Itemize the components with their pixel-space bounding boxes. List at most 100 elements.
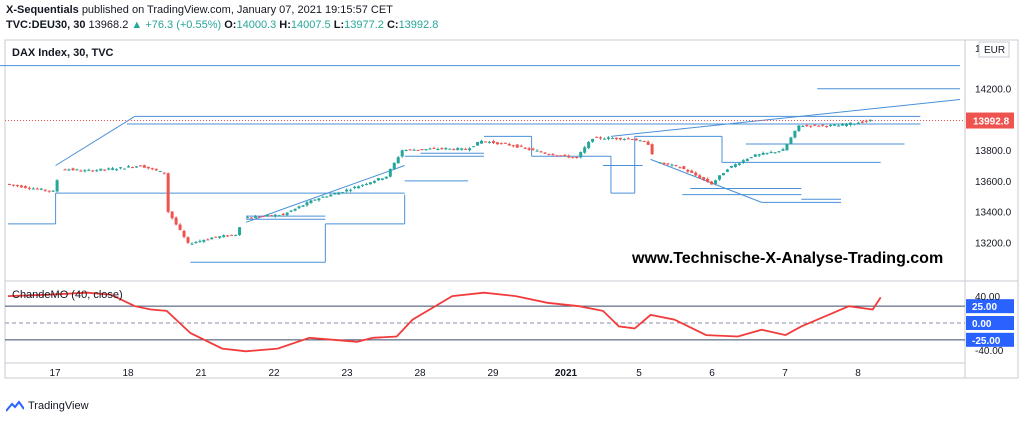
candle [848,122,852,127]
candle [753,153,757,158]
candle-body [353,186,357,188]
candle [91,169,95,172]
oscillator-level-badge [966,332,1014,347]
candle [535,149,539,152]
candle [583,145,587,154]
candle-body [202,240,206,242]
candle-body [503,142,507,144]
candle-body [543,152,547,154]
candle-body [178,224,182,230]
candle-body [67,169,71,171]
candle [555,155,559,157]
candle [150,167,154,171]
candle [428,147,432,150]
ohlc-line: TVC:DEU30, 30 13968.2 ▲ +76.3 (+0.55%) O… [6,19,438,31]
candle [222,234,226,238]
time-tick-label: 22 [268,368,280,379]
time-tick-label: 7 [782,368,788,379]
currency-badge[interactable] [978,41,1010,58]
candle-body [829,124,833,126]
candle-body [376,178,380,181]
candle [309,199,313,204]
candle-body [325,196,329,198]
candle-body [567,155,571,158]
candle-body [281,214,285,216]
candle-body [190,243,194,245]
candle [79,169,83,172]
candle [476,141,480,146]
candle-body [333,193,337,195]
candle [650,143,654,156]
candle [277,214,281,217]
candle [440,147,444,151]
candle-body [789,137,793,145]
candle-body [71,168,75,171]
published-text: published on TradingView.com, January 07… [81,4,393,16]
trend-line-24 [650,158,762,203]
candle [249,217,253,219]
candle-body [27,187,31,189]
candle-body [523,147,527,149]
candle-body [825,125,829,127]
candle-body [753,154,757,157]
candle-body [170,211,174,219]
chande-line [7,291,882,353]
candle [23,185,27,189]
candle-body [797,125,801,132]
price-axis: 14200.0 13800.0 13600.0 13400.0 13200.0 13992… [5,85,1014,249]
chart-canvas[interactable]: 25.00 0.00 -25.00 40.00 -40.00 14200.0 13800.… [0,28,1024,423]
candle-body [83,170,87,172]
candle-body [257,216,261,218]
candle [638,139,642,142]
candle [690,169,694,174]
candle [603,137,606,140]
candle [214,236,218,238]
candle [809,125,813,128]
candle [246,215,249,219]
author-name[interactable]: X-Sequentials [6,4,79,16]
candle [543,152,547,155]
candle-body [781,149,785,151]
candle [257,216,261,218]
candle-body [246,217,249,219]
candle-body [130,167,134,169]
candle [571,157,575,159]
price-tick-label: 13800.0 [975,146,1012,157]
candle-body [210,237,214,240]
candle [801,125,805,128]
candle-body [11,184,15,186]
candle-body [725,169,729,172]
candle-body [852,123,856,125]
currency-label[interactable]: EUR [984,45,1005,56]
candle-body [686,169,690,172]
candle [123,168,127,170]
candle [852,123,856,126]
candle [829,124,833,128]
oscillator: 25.00 0.00 -25.00 40.00 -40.00 [5,291,1014,357]
candle [710,180,714,185]
candle [559,155,563,157]
candle [662,161,666,166]
time-tick-label: 5 [636,368,642,379]
low-value: 13977.2 [344,19,384,31]
price-tick-label: 13400.0 [975,208,1012,219]
candle [253,214,257,218]
candle [396,156,400,164]
candle [825,125,829,128]
candle-body [214,236,218,238]
candle [27,186,31,191]
candle-body [380,178,384,180]
tradingview-brand[interactable]: TradingView [6,400,89,412]
time-tick-label: 23 [341,368,353,379]
candle [837,124,841,127]
candle-body [662,163,666,165]
candle [333,192,337,195]
candle-body [499,143,503,145]
candle [142,164,146,168]
candle [499,142,503,145]
candle-body [123,168,127,170]
high-value: 14007.5 [290,19,331,31]
candle [392,162,396,171]
time-tick-label: 2021 [555,368,578,379]
candle [178,223,182,231]
